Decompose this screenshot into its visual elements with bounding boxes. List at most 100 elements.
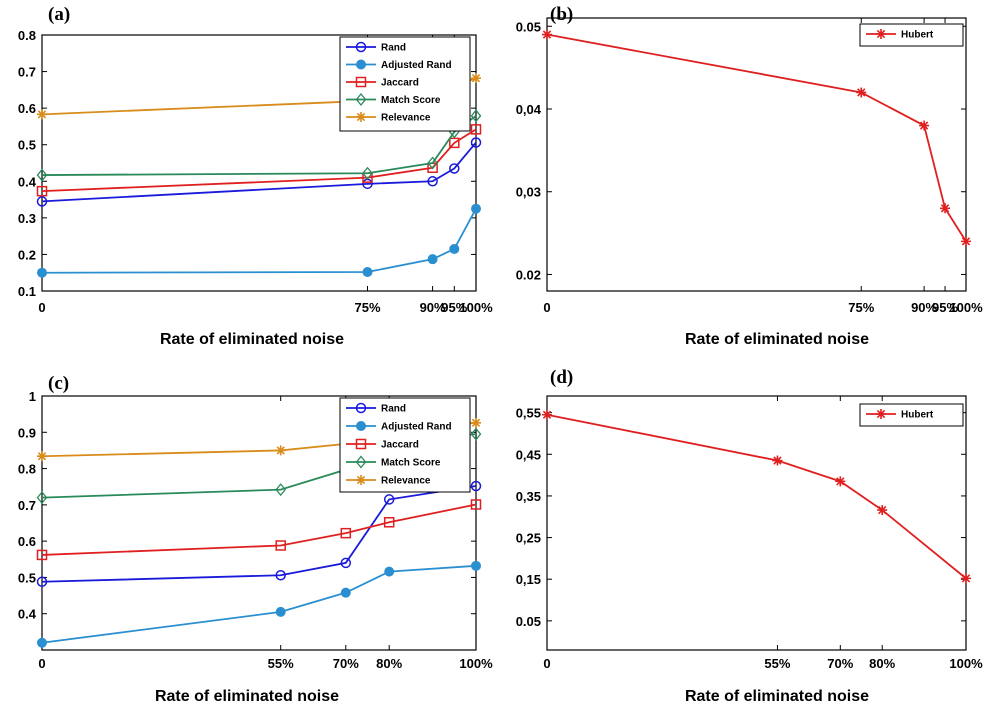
y-tick-label: 0,25 bbox=[516, 531, 541, 546]
data-point bbox=[275, 540, 286, 551]
data-point bbox=[471, 417, 481, 428]
x-tick-label: 95% bbox=[441, 300, 467, 315]
data-point bbox=[470, 427, 482, 441]
x-tick-label: 0 bbox=[38, 656, 45, 671]
data-point bbox=[542, 29, 552, 40]
data-point bbox=[275, 606, 286, 617]
legend-marker bbox=[356, 421, 366, 431]
legend-marker bbox=[356, 59, 366, 70]
y-tick-label: 0.7 bbox=[18, 65, 36, 80]
data-point bbox=[470, 137, 482, 148]
legend-box bbox=[859, 403, 964, 427]
data-point bbox=[427, 254, 438, 265]
x-tick-label: 100% bbox=[949, 656, 983, 671]
data-point bbox=[383, 494, 395, 505]
x-tick-label: 100% bbox=[459, 656, 493, 671]
y-tick-label: 0.02 bbox=[516, 267, 541, 282]
data-point bbox=[275, 445, 286, 456]
y-tick-label: 1 bbox=[29, 389, 36, 404]
y-tick-label: 0.5 bbox=[18, 138, 36, 153]
chart-panel-3: (c) 0.4 0.5 0.6 0.7 0.8 0.9 1 0 55% 70% 80% 100% Rate… bbox=[18, 373, 493, 705]
x-tick-label: 75% bbox=[848, 300, 874, 315]
legend-label: Adjusted Rand bbox=[381, 422, 452, 433]
y-tick-label: 0,15 bbox=[516, 572, 541, 587]
data-point bbox=[36, 549, 48, 561]
series-line bbox=[546, 33, 967, 242]
legend-marker bbox=[876, 409, 886, 419]
data-point bbox=[37, 109, 47, 120]
y-tick-label: 0.05 bbox=[516, 19, 541, 34]
legend-marker bbox=[356, 112, 366, 122]
chart-panel-1: (a) 0.1 0.2 0.3 0.4 0.5 0.6 0.7 0.8 0 75% 90%95%100… bbox=[18, 4, 493, 348]
data-point bbox=[470, 109, 482, 123]
data-point bbox=[449, 163, 460, 174]
legend-marker bbox=[355, 76, 367, 88]
data-point bbox=[471, 203, 481, 214]
y-tick-label: 0.9 bbox=[18, 425, 36, 440]
data-point bbox=[471, 73, 481, 84]
plot-frame bbox=[546, 395, 967, 651]
legend-marker bbox=[355, 455, 367, 469]
data-point bbox=[471, 560, 481, 571]
x-tick-label: 0 bbox=[38, 300, 45, 315]
series-line bbox=[41, 141, 477, 203]
x-tick-label: 95% bbox=[932, 300, 958, 315]
data-point bbox=[427, 176, 438, 187]
legend-marker bbox=[355, 92, 367, 107]
x-tick-label: 90% bbox=[420, 300, 446, 315]
data-point bbox=[37, 637, 47, 648]
y-tick-label: 0.4 bbox=[18, 174, 37, 189]
legend-marker bbox=[356, 475, 366, 485]
data-point bbox=[470, 499, 482, 510]
legend-label: Jaccard bbox=[381, 78, 419, 89]
data-point bbox=[383, 517, 395, 528]
x-tick-label: 55% bbox=[268, 656, 294, 671]
legend-marker bbox=[355, 41, 367, 53]
legend-label: Match Score bbox=[381, 458, 441, 469]
x-tick-label: 100% bbox=[459, 300, 493, 315]
series-line bbox=[41, 564, 477, 644]
x-tick-label: 80% bbox=[869, 656, 895, 671]
x-axis-label: Rate of eliminated noise bbox=[155, 688, 339, 705]
y-tick-label: 0.8 bbox=[18, 28, 36, 43]
data-point bbox=[940, 203, 951, 214]
x-axis-label: Rate of eliminated noise bbox=[685, 688, 869, 705]
data-point bbox=[362, 166, 373, 180]
x-axis-label: Rate of eliminated noise bbox=[160, 331, 344, 348]
y-tick-label: 0.1 bbox=[18, 284, 36, 299]
data-point bbox=[340, 587, 351, 598]
data-point bbox=[340, 557, 352, 569]
series-line bbox=[41, 208, 477, 274]
data-point bbox=[542, 409, 552, 420]
y-tick-label: 0,35 bbox=[516, 489, 541, 504]
x-tick-label: 70% bbox=[333, 656, 359, 671]
y-tick-label: 0.2 bbox=[18, 247, 36, 262]
x-tick-label: 55% bbox=[764, 656, 790, 671]
y-tick-label: 0.6 bbox=[18, 101, 36, 116]
x-tick-label: 75% bbox=[354, 300, 380, 315]
legend-marker bbox=[876, 29, 886, 39]
data-point bbox=[877, 505, 888, 516]
x-tick-label: 0 bbox=[543, 300, 550, 315]
panel-letter: (c) bbox=[48, 373, 69, 394]
data-point bbox=[36, 576, 48, 588]
y-tick-label: 0,55 bbox=[516, 406, 541, 421]
legend-marker bbox=[355, 402, 367, 414]
plot-frame bbox=[546, 17, 967, 292]
data-point bbox=[36, 491, 48, 505]
data-point bbox=[384, 566, 395, 577]
data-point bbox=[37, 267, 47, 278]
y-tick-label: 0,03 bbox=[516, 185, 541, 200]
legend-label: Rand bbox=[381, 404, 406, 415]
panel-letter: (d) bbox=[550, 367, 573, 388]
series-line bbox=[41, 503, 477, 556]
legend-box bbox=[859, 23, 964, 47]
legend-label: Relevance bbox=[381, 476, 431, 487]
y-tick-label: 0.6 bbox=[18, 534, 36, 549]
data-point bbox=[36, 196, 48, 207]
plot-frame bbox=[41, 34, 477, 292]
legend-label: Match Score bbox=[381, 95, 441, 106]
data-point bbox=[470, 480, 482, 492]
data-point bbox=[961, 573, 971, 584]
